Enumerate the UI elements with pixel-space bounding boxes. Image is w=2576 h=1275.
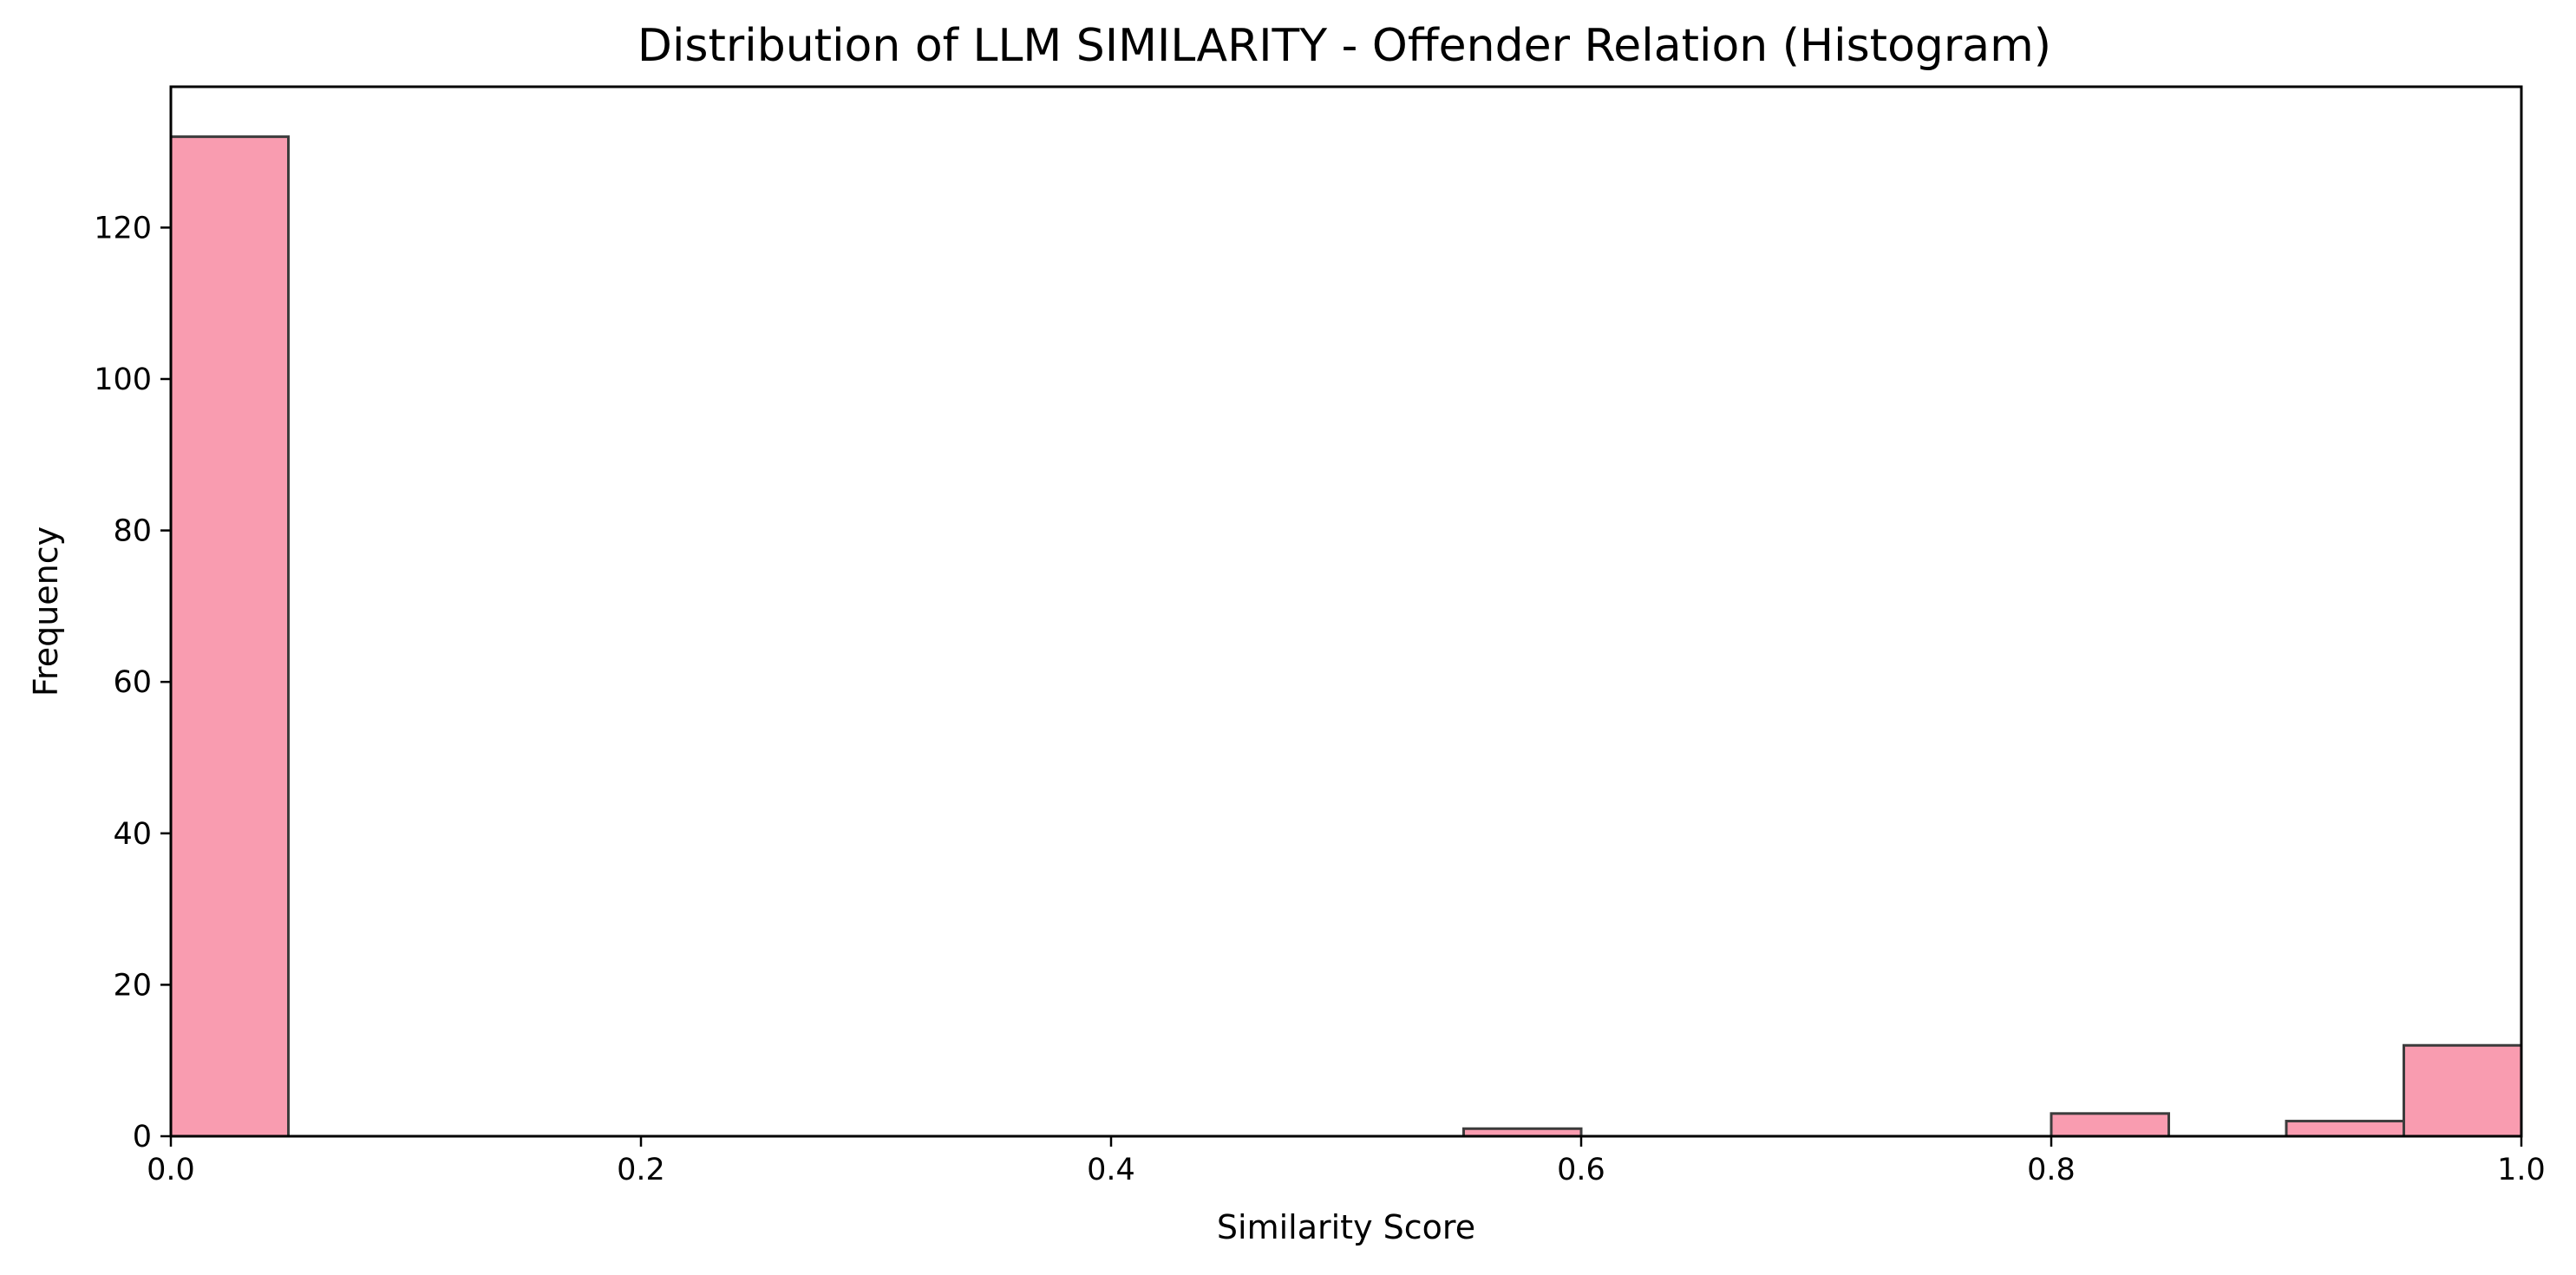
bars-group bbox=[169, 135, 2523, 1138]
x-tick-label-3: 0.6 bbox=[1557, 1153, 1605, 1187]
y-tick-label-6: 120 bbox=[94, 211, 152, 245]
histogram-bar-3 bbox=[2285, 1120, 2405, 1138]
y-tick-label-2: 40 bbox=[113, 817, 152, 852]
y-tick-label-4: 80 bbox=[113, 514, 152, 549]
x-tick-label-5: 1.0 bbox=[2497, 1153, 2546, 1187]
histogram-bar-4 bbox=[2403, 1043, 2523, 1138]
histogram-bar-2 bbox=[2050, 1112, 2170, 1138]
y-tick-label-3: 60 bbox=[113, 665, 152, 700]
chart-title: Distribution of LLM SIMILARITY - Offende… bbox=[637, 20, 2051, 72]
histogram-bar-0 bbox=[169, 135, 290, 1138]
y-tick-label-0: 0 bbox=[133, 1120, 152, 1154]
x-tick-label-0: 0.0 bbox=[147, 1153, 195, 1187]
x-axis-label: Similarity Score bbox=[1217, 1208, 1475, 1246]
y-tick-label-1: 20 bbox=[113, 968, 152, 1003]
y-axis-label: Frequency bbox=[27, 526, 65, 696]
x-tick-label-1: 0.2 bbox=[617, 1153, 665, 1187]
plot-frame bbox=[169, 85, 2523, 1138]
y-axis-ticks: 0 20 40 60 80 100 120 bbox=[94, 211, 171, 1154]
y-tick-label-5: 100 bbox=[94, 363, 152, 397]
x-tick-label-4: 0.8 bbox=[2027, 1153, 2076, 1187]
x-axis-ticks: 0.0 0.2 0.4 0.6 0.8 1.0 bbox=[147, 1136, 2546, 1187]
x-tick-label-2: 0.4 bbox=[1087, 1153, 1135, 1187]
